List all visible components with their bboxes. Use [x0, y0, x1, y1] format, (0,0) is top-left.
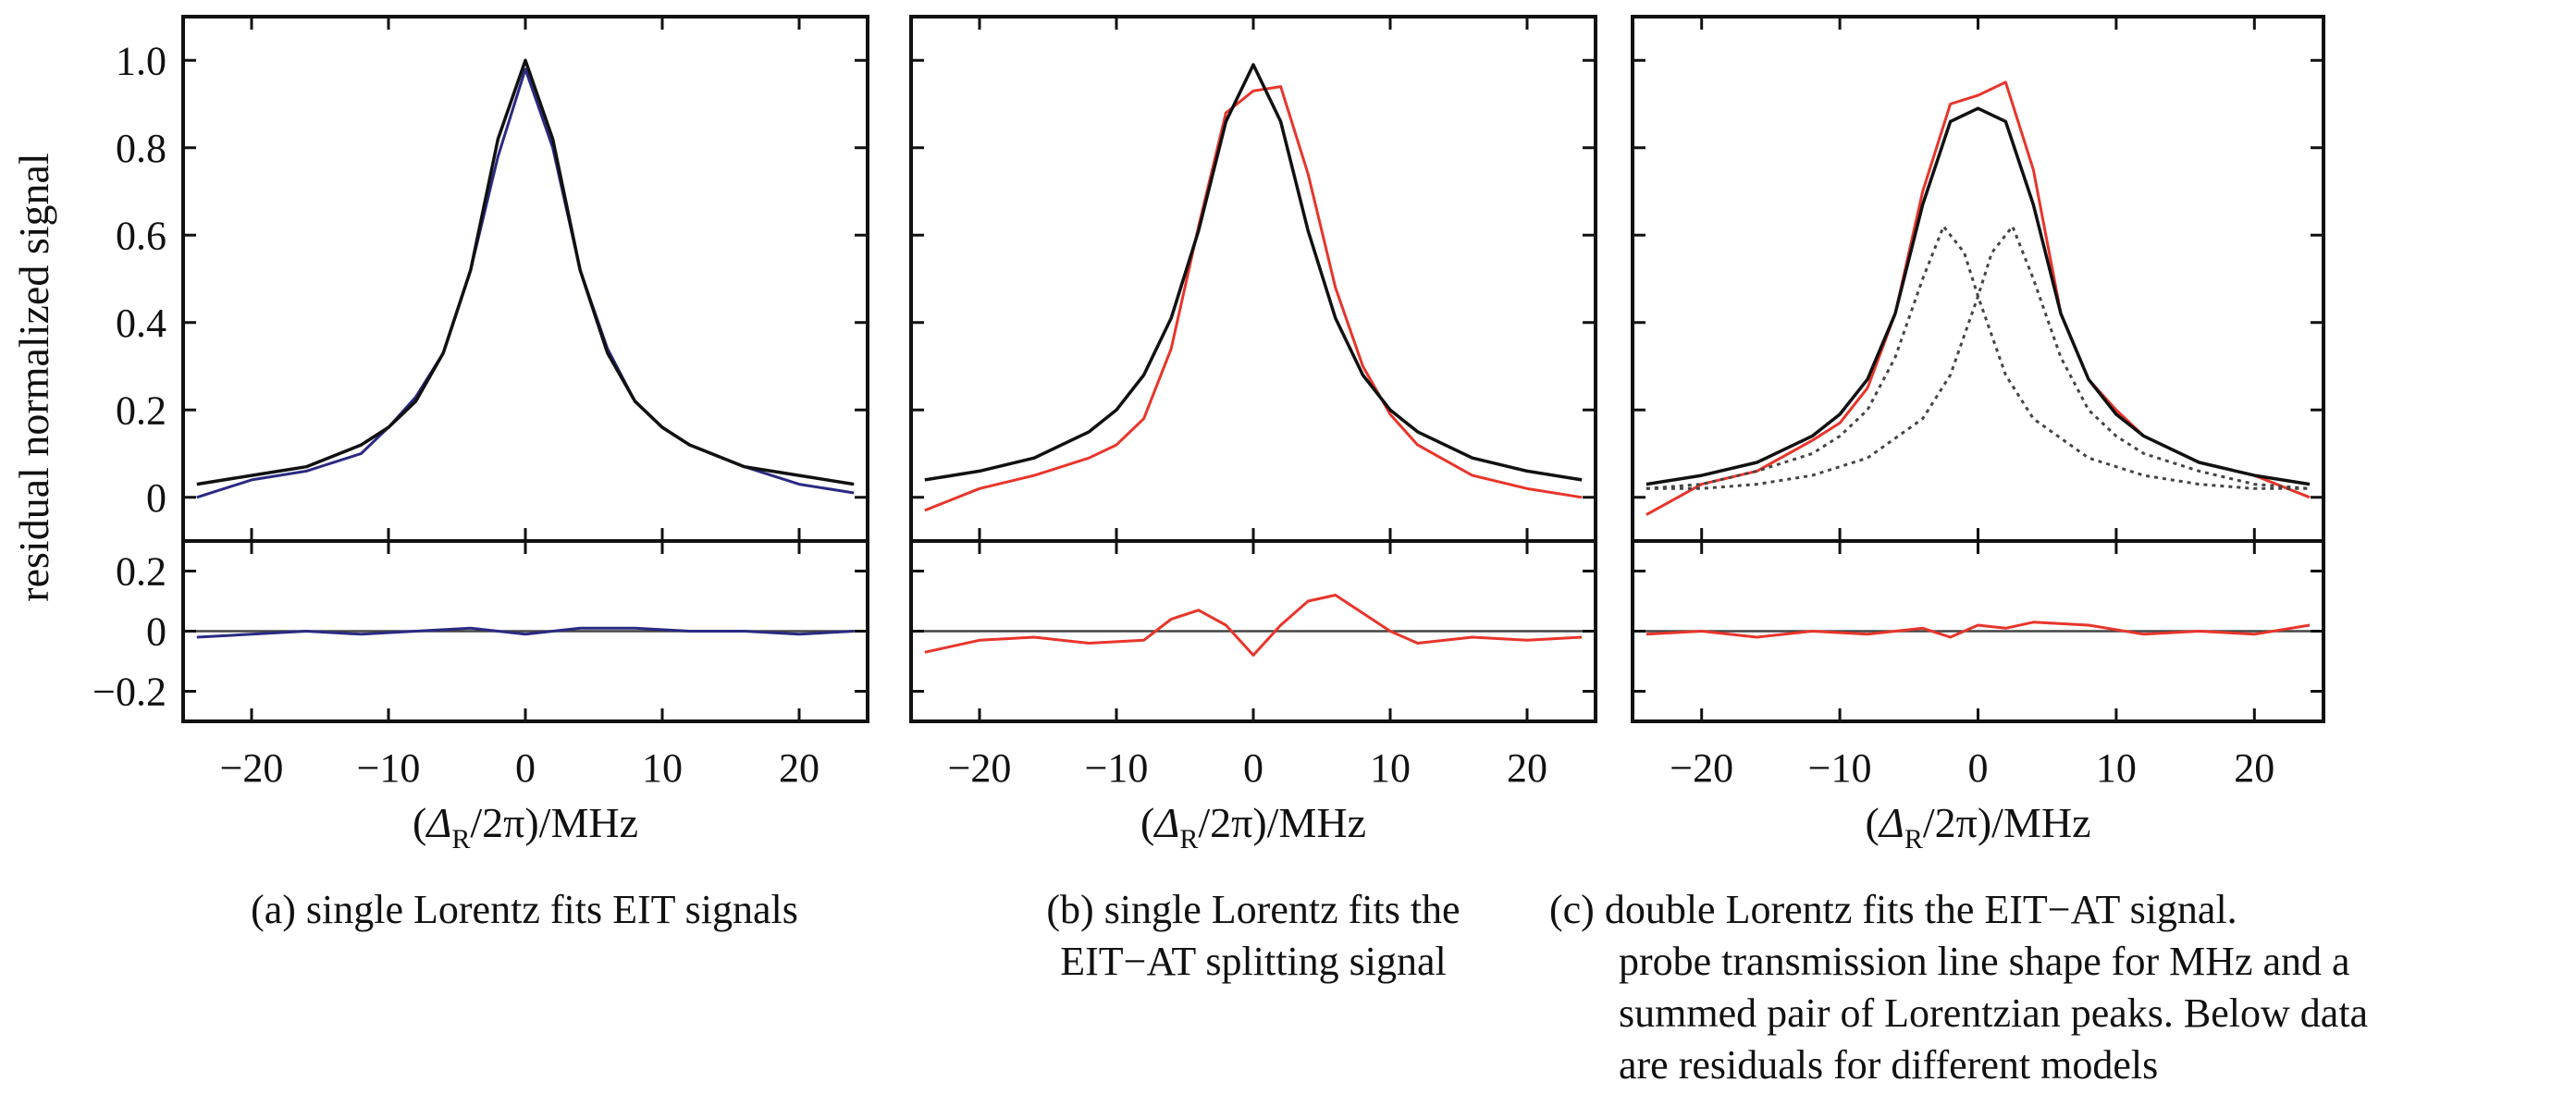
x-tick-label: 10	[2096, 745, 2137, 791]
panel-c: −20 −10 0 10 20 (ΔR/2π)/MHz (c) double Lorentz…	[1549, 15, 2368, 1088]
plot-frame	[181, 15, 869, 543]
y-tick-label: 1.0	[116, 38, 166, 83]
panel-c-residuals	[1631, 539, 2325, 723]
panel-a-caption-line: (a) single Lorentz fits EIT signals	[251, 887, 798, 932]
x-tick-label: −10	[1808, 745, 1872, 791]
component-line	[1645, 225, 2311, 490]
fit-line	[196, 58, 855, 486]
x-tick-label: 0	[1243, 745, 1263, 791]
data-line	[196, 68, 855, 499]
x-axis-label: (ΔR/2π)/MHz	[1866, 799, 2091, 855]
panel-a-signal: 0 0.2 0.4 0.6 0.8 1.0	[116, 15, 869, 543]
panel-c-caption-line: summed pair of Lorentzian peaks. Below d…	[1619, 990, 2368, 1036]
plot-frame	[181, 539, 869, 723]
y-tick-label: 0	[146, 475, 166, 521]
x-tick-label: 20	[779, 745, 820, 791]
data-line	[924, 85, 1583, 512]
y-tick-label: 0.2	[116, 387, 166, 433]
panel-c-caption-line: are residuals for different models	[1619, 1042, 2158, 1088]
x-axis-label: (ΔR/2π)/MHz	[1140, 799, 1366, 855]
panel-a-residuals: −0.2 0 0.2	[92, 539, 869, 723]
x-tick-label: 20	[1507, 745, 1547, 791]
x-tick-label: 0	[515, 745, 536, 791]
fit-line	[924, 63, 1583, 482]
x-tick-label: 10	[642, 745, 683, 791]
x-tick-label: 0	[1968, 745, 1989, 791]
panel-c-caption-line: probe transmission line shape for MHz an…	[1619, 939, 2350, 984]
residual-line	[1645, 621, 2311, 639]
y-axis-label: residual normalized signal	[10, 153, 57, 601]
x-tick-label: 20	[2234, 745, 2274, 791]
x-tick-label: −20	[1670, 745, 1733, 791]
x-tick-label: 10	[1370, 745, 1411, 791]
y-tick-label: 0.4	[116, 301, 166, 346]
x-tick-label: −10	[1085, 745, 1149, 791]
x-tick-label: −20	[948, 745, 1012, 791]
plot-frame	[909, 539, 1597, 723]
y-tick-label: −0.2	[92, 670, 166, 715]
panel-b: −20 −10 0 10 20 (ΔR/2π)/MHz (b) single Lorentz…	[909, 15, 1597, 984]
panel-b-residuals	[909, 539, 1597, 723]
panel-c-signal	[1631, 15, 2325, 543]
y-tick-label: 0.8	[116, 126, 166, 171]
y-tick-label: 0.2	[116, 549, 166, 595]
y-tick-label: 0.6	[116, 213, 166, 258]
panel-b-signal	[909, 15, 1597, 543]
panel-b-caption-line: (b) single Lorentz fits the	[1046, 887, 1460, 932]
x-axis-label: (ΔR/2π)/MHz	[413, 799, 638, 855]
panel-c-caption-line: (c) double Lorentz fits the EIT−AT signa…	[1549, 887, 2237, 932]
x-tick-label: −20	[220, 745, 284, 791]
component-line	[1645, 225, 2311, 490]
x-tick-label: −10	[357, 745, 421, 791]
residual-line	[196, 626, 855, 639]
y-tick-label: 0	[146, 609, 166, 655]
plot-frame	[1631, 539, 2325, 723]
fit-line	[1645, 106, 2311, 486]
panel-b-caption-line: EIT−AT splitting signal	[1060, 939, 1447, 984]
panel-a: 0 0.2 0.4 0.6 0.8 1.0 −0.2 0 0.2 −20 −10 0 10 20 (ΔR/2…	[92, 15, 869, 932]
residual-line	[924, 594, 1583, 657]
